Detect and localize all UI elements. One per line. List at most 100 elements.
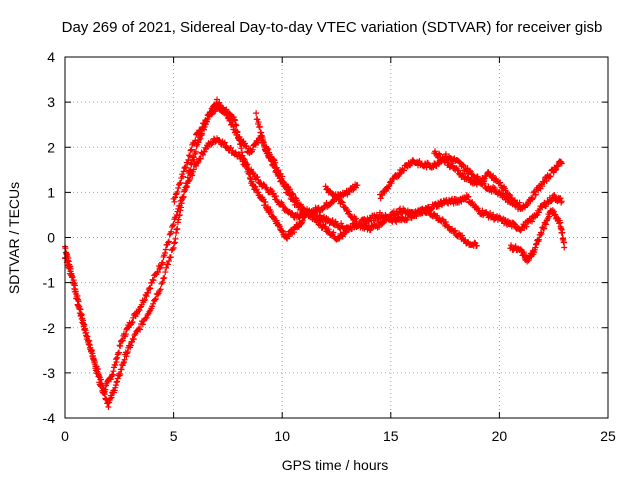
y-tick-label: -4 [43, 410, 56, 426]
data-point [279, 228, 286, 235]
data-point [95, 373, 102, 380]
data-point [78, 311, 85, 318]
data-point [352, 215, 359, 222]
data-point [162, 246, 169, 253]
data-point [180, 168, 187, 175]
series-track-d [253, 110, 480, 249]
data-point [551, 208, 558, 215]
data-point [191, 154, 198, 161]
data-point [490, 211, 497, 218]
data-point [144, 311, 151, 318]
data-point [90, 355, 97, 362]
data-point [147, 285, 154, 292]
x-tick-label: 5 [170, 428, 178, 444]
data-point [158, 280, 165, 287]
data-point [271, 163, 278, 170]
data-point [110, 368, 117, 375]
data-point [330, 229, 337, 236]
data-point [161, 274, 168, 281]
x-tick-label: 25 [600, 428, 616, 444]
data-point [528, 196, 535, 203]
data-point [491, 185, 498, 192]
data-point [523, 223, 530, 230]
data-point [76, 303, 83, 310]
data-point [557, 195, 564, 202]
data-point [299, 217, 306, 224]
data-point [94, 370, 101, 377]
data-point [180, 193, 187, 200]
data-point [553, 166, 560, 173]
data-point [118, 366, 125, 373]
data-point [246, 174, 253, 181]
series-track-f [376, 151, 524, 212]
data-point [460, 162, 467, 169]
data-point [555, 163, 562, 170]
data-point [75, 298, 82, 305]
data-point [539, 183, 546, 190]
chart-title: Day 269 of 2021, Sidereal Day-to-day VTE… [62, 19, 603, 36]
data-point [535, 209, 542, 216]
data-point [270, 213, 277, 220]
data-point [262, 199, 269, 206]
y-tick-label: 1 [47, 184, 55, 200]
data-point [481, 180, 488, 187]
data-point [150, 277, 157, 284]
data-point [88, 347, 95, 354]
data-point [317, 212, 324, 219]
data-point [197, 127, 204, 134]
data-point [174, 208, 181, 215]
data-point [143, 314, 150, 321]
data-point [116, 342, 123, 349]
data-point [175, 184, 182, 191]
data-point [65, 264, 72, 271]
data-point [114, 378, 121, 385]
data-point [197, 135, 204, 142]
data-point [473, 242, 480, 249]
data-point [533, 241, 540, 248]
data-point [435, 150, 442, 157]
data-point [108, 394, 115, 401]
data-point [325, 226, 332, 233]
data-point [121, 356, 128, 363]
data-point [490, 172, 497, 179]
data-point [300, 214, 307, 221]
data-point [541, 225, 548, 232]
data-point [175, 216, 182, 223]
data-point [101, 391, 108, 398]
data-point [436, 151, 443, 158]
data-point [171, 198, 178, 205]
data-point [246, 170, 253, 177]
data-point [171, 239, 178, 246]
data-point [188, 146, 195, 153]
y-tick-label: -1 [43, 275, 56, 291]
data-point [543, 217, 550, 224]
data-point [217, 102, 224, 109]
data-point [393, 219, 400, 226]
data-point [264, 203, 271, 210]
data-point [67, 268, 74, 275]
data-point [69, 274, 76, 281]
data-point [174, 219, 181, 226]
data-point [451, 228, 458, 235]
y-tick-label: 0 [47, 230, 55, 246]
data-point [63, 255, 70, 262]
y-tick-label: 3 [47, 94, 55, 110]
data-point [558, 160, 565, 167]
data-point [143, 293, 150, 300]
data-point [183, 164, 190, 171]
data-point [558, 199, 565, 206]
data-point [178, 200, 185, 207]
data-point [546, 213, 553, 220]
data-point [400, 167, 407, 174]
data-point [80, 321, 87, 328]
data-point [165, 238, 172, 245]
data-point [439, 155, 446, 162]
data-point [186, 153, 193, 160]
data-point [290, 229, 297, 236]
data-point [204, 115, 211, 122]
data-point [172, 194, 179, 201]
data-point [559, 229, 566, 236]
data-point [542, 221, 549, 228]
data-point [172, 235, 179, 242]
